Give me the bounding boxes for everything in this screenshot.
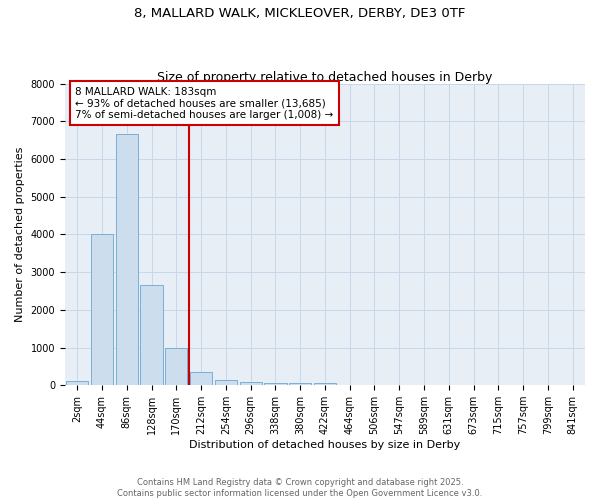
Bar bbox=[91, 234, 113, 385]
Bar bbox=[116, 134, 138, 385]
Bar bbox=[66, 382, 88, 385]
Bar bbox=[314, 384, 336, 385]
Title: Size of property relative to detached houses in Derby: Size of property relative to detached ho… bbox=[157, 70, 493, 84]
Y-axis label: Number of detached properties: Number of detached properties bbox=[15, 146, 25, 322]
Bar bbox=[165, 348, 187, 385]
Bar bbox=[190, 372, 212, 385]
Bar bbox=[239, 382, 262, 385]
Bar bbox=[140, 286, 163, 385]
Text: Contains HM Land Registry data © Crown copyright and database right 2025.
Contai: Contains HM Land Registry data © Crown c… bbox=[118, 478, 482, 498]
Bar bbox=[264, 384, 287, 385]
Text: 8, MALLARD WALK, MICKLEOVER, DERBY, DE3 0TF: 8, MALLARD WALK, MICKLEOVER, DERBY, DE3 … bbox=[134, 8, 466, 20]
X-axis label: Distribution of detached houses by size in Derby: Distribution of detached houses by size … bbox=[190, 440, 461, 450]
Bar bbox=[215, 380, 237, 385]
Text: 8 MALLARD WALK: 183sqm
← 93% of detached houses are smaller (13,685)
7% of semi-: 8 MALLARD WALK: 183sqm ← 93% of detached… bbox=[76, 86, 334, 120]
Bar bbox=[289, 384, 311, 385]
